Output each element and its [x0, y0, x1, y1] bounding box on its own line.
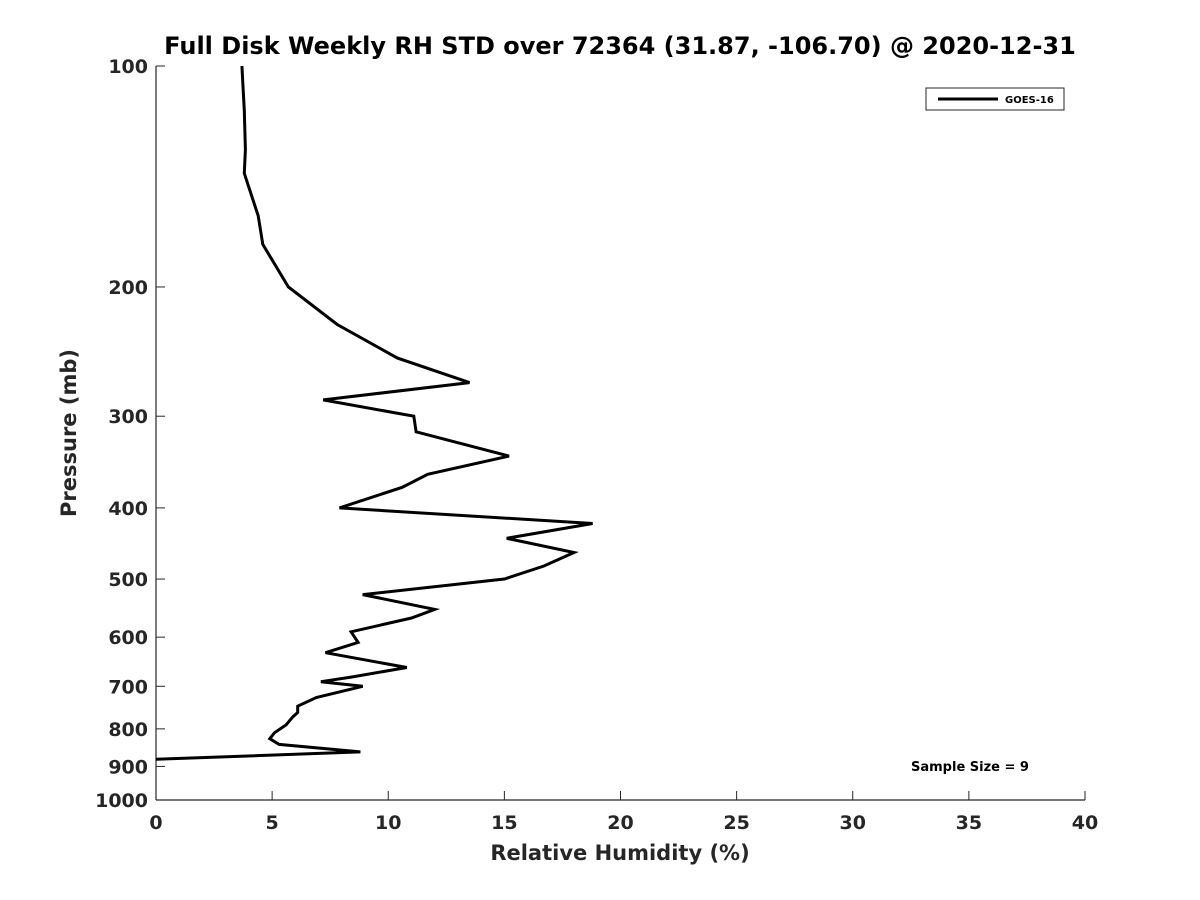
y-tick-label: 100 [108, 56, 148, 78]
x-axis-label: Relative Humidity (%) [490, 841, 749, 865]
x-tick-label: 35 [956, 812, 982, 834]
y-ticks: 100 200 300 400 500 600 700 800 900 1000 [95, 56, 165, 812]
sample-size-annotation: Sample Size = 9 [911, 760, 1029, 775]
x-ticks: 0 5 10 15 20 25 30 35 40 [149, 791, 1098, 834]
x-tick-label: 30 [840, 812, 866, 834]
x-tick-label: 10 [375, 812, 401, 834]
x-tick-label: 15 [491, 812, 517, 834]
x-tick-label: 20 [607, 812, 633, 834]
y-tick-label: 800 [108, 719, 148, 741]
x-tick-label: 40 [1072, 812, 1098, 834]
x-tick-label: 0 [149, 812, 162, 834]
chart-title: Full Disk Weekly RH STD over 72364 (31.8… [164, 32, 1076, 60]
x-tick-label: 25 [723, 812, 749, 834]
y-tick-label: 1000 [95, 790, 148, 812]
y-tick-label: 200 [108, 277, 148, 299]
legend-label-goes-16: GOES-16 [1005, 95, 1054, 106]
series-layer [155, 65, 593, 761]
y-tick-label: 700 [108, 676, 148, 698]
y-tick-label: 900 [108, 756, 148, 778]
y-axis-label: Pressure (mb) [57, 349, 81, 517]
y-tick-label: 500 [108, 569, 148, 591]
legend: GOES-16 [925, 87, 1065, 111]
y-tick-label: 300 [108, 406, 148, 428]
x-tick-label: 5 [266, 812, 279, 834]
y-tick-label: 600 [108, 627, 148, 649]
y-tick-label: 400 [108, 498, 148, 520]
series-line-goes-16 [155, 65, 593, 761]
